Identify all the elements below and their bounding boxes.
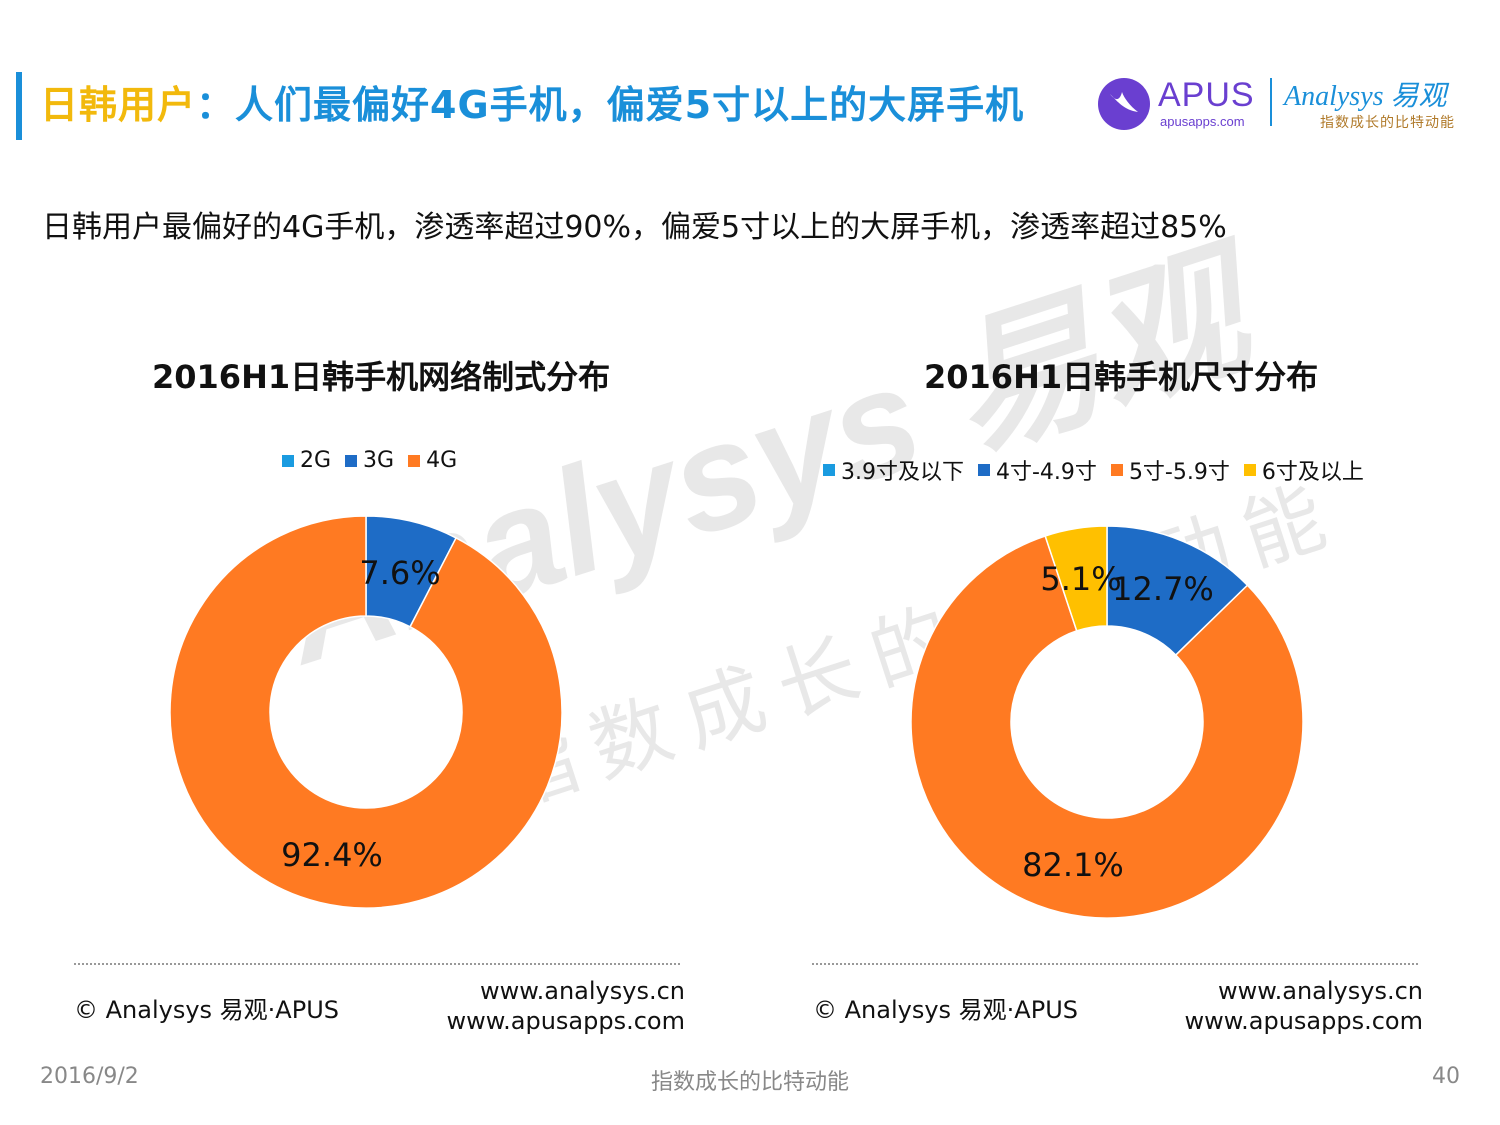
footer-urls-left: www.analysys.cn www.apusapps.com — [446, 976, 685, 1036]
footer-urls-right: www.analysys.cn www.apusapps.com — [1184, 976, 1423, 1036]
chart1-donut: 7.6% 92.4% — [169, 515, 563, 909]
chart2-legend-item: 5寸-5.9寸 — [1110, 454, 1230, 486]
chart2-legend-swatch — [978, 464, 990, 476]
footer-divider-left — [74, 963, 680, 965]
chart2-legend-label: 5寸-5.9寸 — [1128, 460, 1230, 485]
chart1-legend-label: 3G — [363, 448, 395, 473]
apus-logo-text: APUS — [1158, 76, 1255, 114]
page-title-highlight: 日韩用户 — [40, 83, 197, 127]
page-slogan: 指数成长的比特动能 — [650, 1070, 849, 1095]
chart2-slice-3 — [1044, 525, 1108, 632]
chart2-data-label: 5.1% — [1040, 560, 1121, 598]
apus-bird-icon — [1098, 78, 1150, 130]
page-title-rest: ：人们最偏好4G手机，偏爱5寸以上的大屏手机 — [196, 83, 1025, 127]
chart1-legend-item: 2G — [282, 448, 331, 473]
chart2-legend-item: 3.9寸及以下 — [823, 454, 964, 486]
subtitle: 日韩用户最偏好的4G手机，渗透率超过90%，偏爱5寸以上的大屏手机，渗透率超过8… — [42, 210, 1227, 245]
analysys-logo-sub: 指数成长的比特动能 — [1320, 115, 1455, 131]
chart2-data-label: 82.1% — [1022, 846, 1124, 884]
analysys-logo: Analysys 易观 指数成长的比特动能 — [1284, 74, 1484, 134]
chart2-donut: 12.7% 82.1% 5.1% — [910, 525, 1304, 919]
page-number: 40 — [1432, 1064, 1460, 1089]
chart1-legend-label: 2G — [300, 448, 332, 473]
chart1-legend-label: 4G — [426, 448, 458, 473]
footer-copyright-left: © Analysys 易观·APUS — [74, 996, 339, 1024]
chart1-legend-swatch — [282, 454, 294, 467]
page-title: 日韩用户：人们最偏好4G手机，偏爱5寸以上的大屏手机 — [40, 74, 1024, 129]
chart2-data-label: 12.7% — [1112, 570, 1214, 608]
footer-divider-right — [812, 963, 1418, 965]
footer-url2-right: www.apusapps.com — [1184, 1007, 1423, 1035]
apus-logo-sub: apusapps.com — [1160, 114, 1245, 129]
chart2-legend-label: 4寸-4.9寸 — [996, 460, 1097, 485]
chart2-slice-2 — [910, 535, 1304, 919]
chart1-data-label: 92.4% — [281, 836, 383, 874]
chart1-data-label: 7.6% — [359, 554, 440, 592]
chart1-legend-item: 3G — [345, 448, 394, 473]
chart1-legend-swatch — [345, 454, 358, 467]
chart2-legend-swatch — [823, 464, 835, 476]
chart2-title: 2016H1日韩手机尺寸分布 — [924, 358, 1319, 396]
chart2-legend: 3.9寸及以下 4寸-4.9寸 5寸-5.9寸 6寸及以上 — [823, 454, 1378, 486]
chart1-slice-2 — [169, 515, 563, 909]
apus-logo: APUS apusapps.com — [1098, 76, 1268, 132]
chart1-legend-swatch — [408, 454, 421, 467]
chart1-legend: 2G 3G 4G — [282, 448, 471, 473]
chart1-title: 2016H1日韩手机网络制式分布 — [152, 358, 611, 396]
page-date: 2016/9/2 — [40, 1064, 139, 1089]
chart1-legend-item: 4G — [408, 448, 457, 473]
analysys-logo-text: Analysys 易观 — [1284, 81, 1447, 112]
chart2-legend-label: 6寸及以上 — [1261, 460, 1364, 485]
title-accent-bar — [16, 72, 22, 140]
chart2-legend-item: 6寸及以上 — [1243, 454, 1364, 486]
footer-url1-right: www.analysys.cn — [1217, 977, 1423, 1005]
chart2-legend-label: 3.9寸及以下 — [841, 460, 964, 485]
footer-url1-left: www.analysys.cn — [479, 977, 685, 1005]
chart2-legend-swatch — [1110, 464, 1123, 476]
logo-divider — [1270, 78, 1272, 126]
footer-url2-left: www.apusapps.com — [446, 1007, 685, 1035]
chart2-legend-swatch — [1243, 464, 1256, 476]
footer-copyright-right: © Analysys 易观·APUS — [813, 996, 1078, 1024]
chart2-legend-item: 4寸-4.9寸 — [978, 454, 1097, 486]
